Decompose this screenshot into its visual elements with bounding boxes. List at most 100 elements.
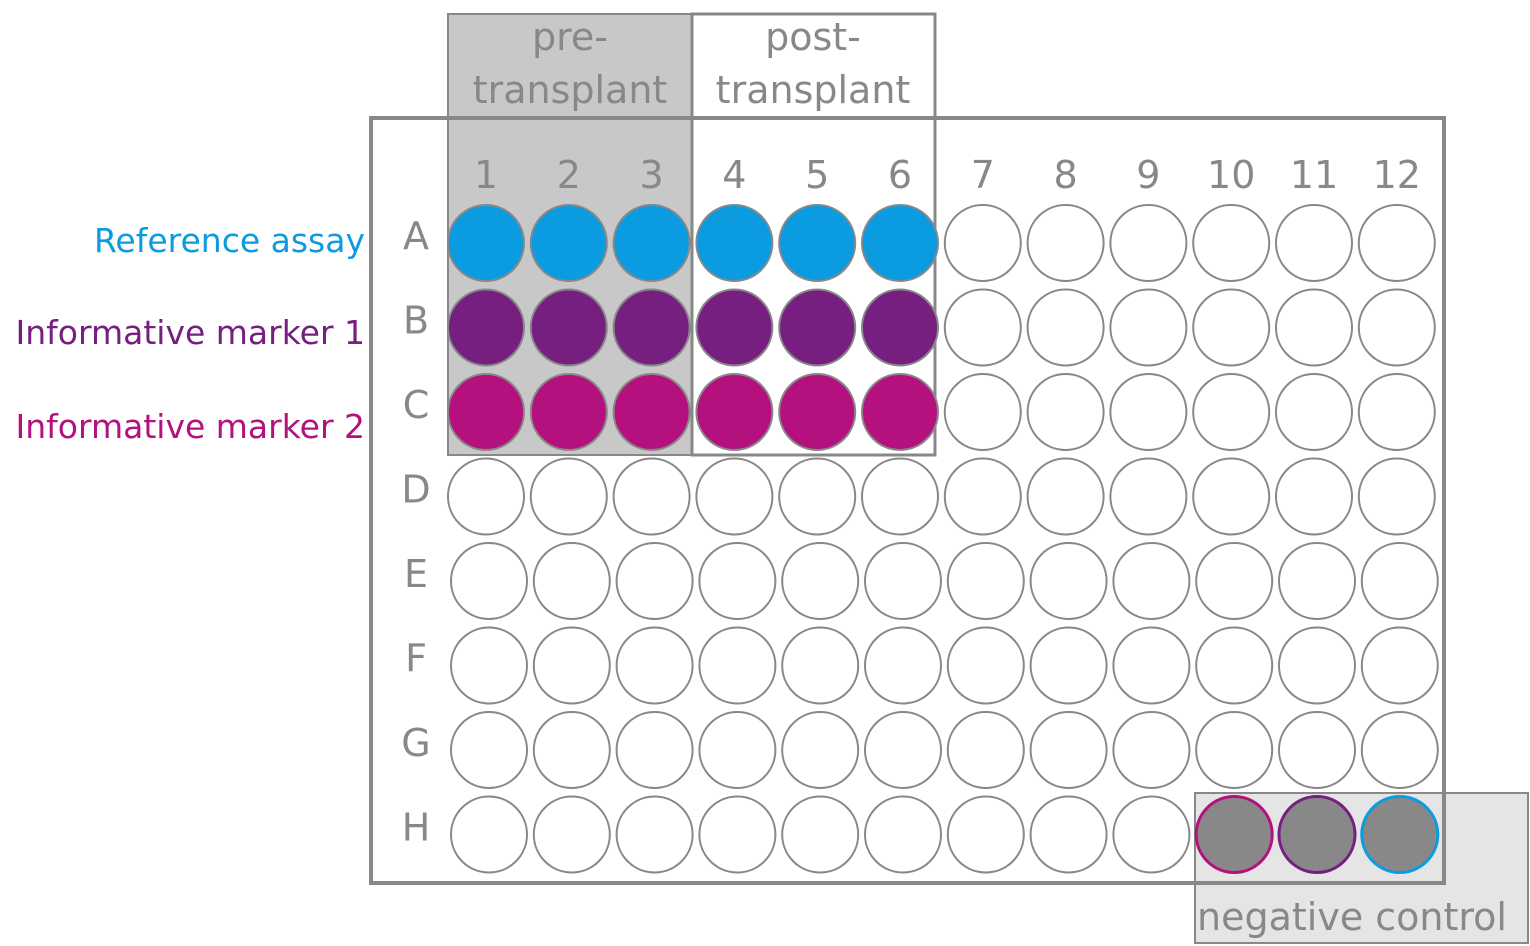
column-number: 12 (1373, 153, 1421, 197)
well-H9 (1112, 795, 1191, 874)
well-C1 (447, 373, 525, 451)
well-C4 (695, 373, 774, 451)
row-letter: H (402, 806, 431, 850)
well-A3 (612, 204, 691, 282)
well-G12 (1360, 711, 1439, 789)
well-H2 (532, 795, 611, 874)
well-B1 (447, 288, 525, 367)
row-letter: B (403, 299, 429, 343)
column-number: 10 (1207, 153, 1255, 197)
well-E4 (698, 542, 777, 620)
well-B6 (861, 288, 939, 367)
row-label-informative-marker-1: Informative marker 1 (16, 313, 365, 352)
well-C11 (1275, 373, 1353, 451)
well-B7 (943, 288, 1022, 367)
well-B10 (1192, 288, 1271, 367)
column-number: 4 (722, 153, 746, 197)
column-number: 8 (1054, 153, 1078, 197)
well-B5 (778, 288, 857, 367)
well-F5 (781, 626, 860, 705)
well-D9 (1109, 457, 1188, 536)
row-letter: C (403, 383, 430, 427)
well-E8 (1029, 542, 1108, 620)
column-number: 9 (1136, 153, 1160, 197)
well-E11 (1278, 542, 1356, 620)
row-label-informative-marker-2: Informative marker 2 (16, 407, 365, 446)
well-C2 (529, 373, 608, 451)
well-H6 (864, 795, 942, 874)
column-number: 1 (474, 153, 498, 197)
well-F12 (1360, 626, 1439, 705)
well-C7 (943, 373, 1022, 451)
row-letter: G (401, 721, 430, 765)
well-F9 (1112, 626, 1191, 705)
column-number: 5 (805, 153, 829, 197)
well-A5 (778, 204, 857, 282)
well-H5 (781, 795, 860, 874)
well-A8 (1026, 204, 1105, 282)
well-A6 (861, 204, 939, 282)
well-D5 (778, 457, 857, 536)
well-G10 (1195, 711, 1274, 789)
well-E5 (781, 542, 860, 620)
well-F2 (532, 626, 611, 705)
well-F10 (1195, 626, 1274, 705)
well-H10 (1194, 795, 1274, 874)
well-G3 (615, 711, 694, 789)
well-D12 (1357, 457, 1436, 536)
column-number: 7 (971, 153, 995, 197)
plate-frame (369, 116, 1446, 885)
column-numbers: 1 2 3 4 5 6 7 8 9 10 11 12 (474, 153, 1421, 197)
pre-transplant-title-line2: transplant (473, 68, 668, 112)
well-A2 (529, 204, 608, 282)
well-C5 (778, 373, 857, 451)
well-F3 (615, 626, 694, 705)
well-G6 (864, 711, 942, 789)
well-A11 (1275, 204, 1353, 282)
well-E12 (1360, 542, 1439, 620)
well-C3 (612, 373, 691, 451)
well-D6 (861, 457, 939, 536)
well-E2 (532, 542, 611, 620)
well-E9 (1112, 542, 1191, 620)
well-D4 (695, 457, 774, 536)
well-G7 (946, 711, 1025, 789)
well-B11 (1275, 288, 1353, 367)
wells (447, 204, 1440, 874)
well-B2 (529, 288, 608, 367)
well-B8 (1026, 288, 1105, 367)
well-C6 (861, 373, 939, 451)
row-label-reference-assay: Reference assay (94, 221, 365, 260)
row-letter: D (401, 468, 430, 512)
well-G8 (1029, 711, 1108, 789)
well-C9 (1109, 373, 1188, 451)
row-letter: A (403, 214, 429, 258)
well-F4 (698, 626, 777, 705)
well-F8 (1029, 626, 1108, 705)
well-H11 (1277, 795, 1357, 874)
well-B3 (612, 288, 691, 367)
well-B4 (695, 288, 774, 367)
row-letter: E (404, 552, 428, 596)
well-H12 (1360, 795, 1440, 874)
well-H4 (698, 795, 777, 874)
post-transplant-title-line2: transplant (716, 68, 911, 112)
well-E3 (615, 542, 694, 620)
well-F1 (450, 626, 528, 705)
well-D3 (612, 457, 691, 536)
post-transplant-title-line1: post- (765, 15, 861, 59)
well-C10 (1192, 373, 1271, 451)
well-H3 (615, 795, 694, 874)
well-H7 (946, 795, 1025, 874)
row-letter: F (405, 637, 427, 681)
well-F11 (1278, 626, 1356, 705)
well-D1 (447, 457, 525, 536)
well-G9 (1112, 711, 1191, 789)
well-G5 (781, 711, 860, 789)
well-A7 (943, 204, 1022, 282)
well-C8 (1026, 373, 1105, 451)
column-number: 11 (1290, 153, 1338, 197)
well-F7 (946, 626, 1025, 705)
well-G4 (698, 711, 777, 789)
